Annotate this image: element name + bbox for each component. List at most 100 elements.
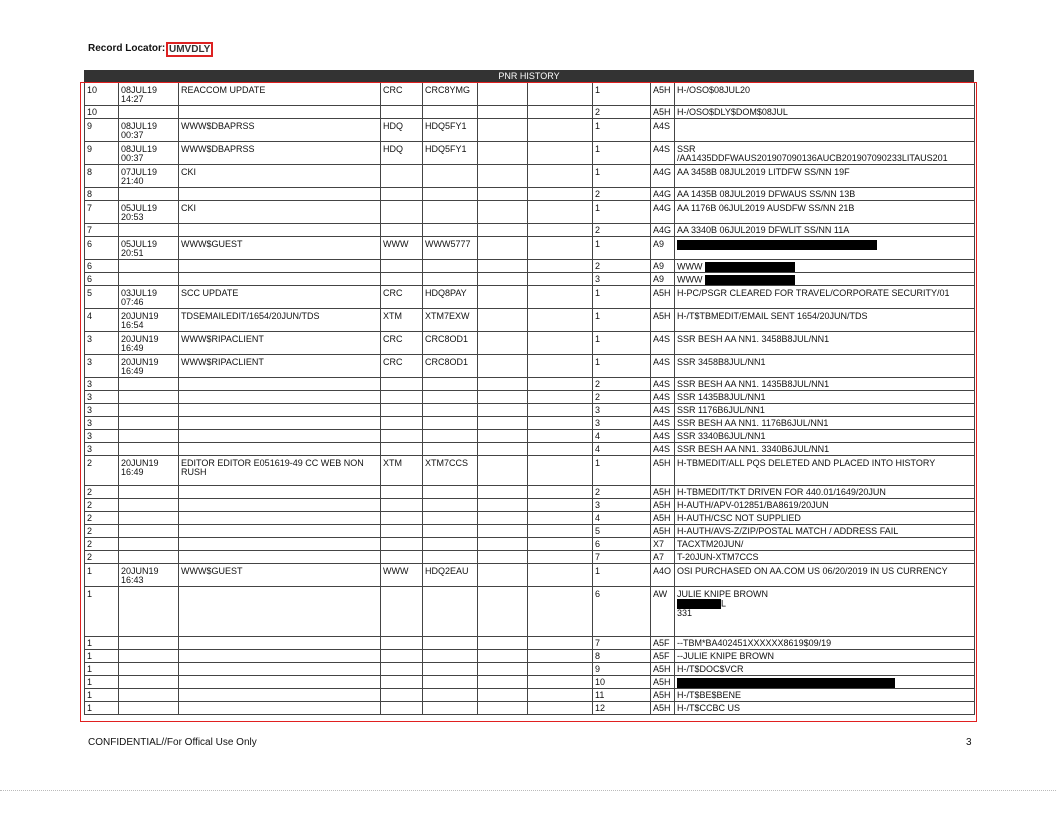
agent-cell bbox=[381, 702, 423, 715]
action-cell bbox=[179, 650, 381, 663]
item-cell: 1 bbox=[593, 564, 651, 587]
code: A4S bbox=[653, 334, 671, 344]
blank-cell bbox=[528, 188, 593, 201]
entry-text: OSI PURCHASED ON AA.COM US 06/20/2019 IN… bbox=[677, 566, 948, 576]
sine-cell: HDQ2EAU bbox=[423, 564, 478, 587]
code-cell: A4S bbox=[651, 443, 675, 456]
seq-cell: 6 bbox=[85, 273, 119, 286]
agent: CRC bbox=[383, 85, 403, 95]
item: 2 bbox=[595, 189, 601, 199]
action-cell bbox=[179, 702, 381, 715]
sine-cell bbox=[423, 663, 478, 676]
sine-cell: CRC8OD1 bbox=[423, 332, 478, 355]
date: 05JUL19 bbox=[121, 203, 158, 213]
seq-cell: 3 bbox=[85, 391, 119, 404]
seq: 1 bbox=[87, 703, 93, 713]
sine-cell bbox=[423, 486, 478, 499]
action: WWW$GUEST bbox=[181, 239, 243, 249]
item: 1 bbox=[595, 167, 601, 177]
action: WWW$DBAPRSS bbox=[181, 121, 255, 131]
action: WWW$DBAPRSS bbox=[181, 144, 255, 154]
item: 7 bbox=[595, 552, 601, 562]
seq-cell: 4 bbox=[85, 309, 119, 332]
text-cell: SSR BESH AA NN1. 3458B8JUL/NN1 bbox=[675, 332, 975, 355]
text-cell: AA 3458B 08JUL2019 LITDFW SS/NN 19F bbox=[675, 165, 975, 188]
code-cell: A5H bbox=[651, 676, 675, 689]
seq: 6 bbox=[87, 274, 93, 284]
code: A5H bbox=[653, 526, 671, 536]
code: A9 bbox=[653, 274, 665, 284]
code-cell: A5F bbox=[651, 637, 675, 650]
item: 1 bbox=[595, 144, 601, 154]
date-cell: 05JUL19 20:53 bbox=[119, 201, 179, 224]
blank-cell bbox=[528, 224, 593, 237]
code-cell: A9 bbox=[651, 237, 675, 260]
scan-line bbox=[0, 790, 1056, 791]
item-cell: 6 bbox=[593, 587, 651, 637]
action-cell bbox=[179, 224, 381, 237]
blank-cell bbox=[528, 237, 593, 260]
entry-text: H-/T$CCBC US bbox=[677, 703, 741, 713]
code-cell: A5H bbox=[651, 286, 675, 309]
date: 20JUN19 bbox=[121, 311, 159, 321]
seq-cell: 6 bbox=[85, 237, 119, 260]
sine-cell bbox=[423, 512, 478, 525]
entry-text: L bbox=[721, 598, 727, 609]
seq: 2 bbox=[87, 458, 93, 468]
seq: 1 bbox=[87, 651, 93, 661]
item: 11 bbox=[595, 690, 605, 700]
code: A5H bbox=[653, 311, 671, 321]
seq: 10 bbox=[87, 85, 98, 95]
seq-cell: 3 bbox=[85, 417, 119, 430]
text-line: H-AUTH/CSC NOT SUPPLIED bbox=[677, 514, 972, 523]
code-cell: A4G bbox=[651, 224, 675, 237]
item-cell: 1 bbox=[593, 286, 651, 309]
code: A4S bbox=[653, 121, 671, 131]
code-cell: A4S bbox=[651, 430, 675, 443]
code-cell: A5H bbox=[651, 689, 675, 702]
sine: HDQ5FY1 bbox=[425, 121, 467, 131]
code: A5F bbox=[653, 651, 670, 661]
sine-cell bbox=[423, 702, 478, 715]
action-cell bbox=[179, 637, 381, 650]
blank-cell bbox=[478, 551, 528, 564]
text-line: H-TBMEDIT/TKT DRIVEN FOR 440.01/1649/20J… bbox=[677, 488, 972, 497]
item-cell: 3 bbox=[593, 417, 651, 430]
agent-cell: XTM bbox=[381, 456, 423, 486]
agent-cell bbox=[381, 273, 423, 286]
seq: 2 bbox=[87, 513, 93, 523]
item: 3 bbox=[595, 274, 601, 284]
action: CKI bbox=[181, 167, 197, 177]
text-cell: SSR BESH AA NN1. 1176B6JUL/NN1 bbox=[675, 417, 975, 430]
date-cell bbox=[119, 417, 179, 430]
item-cell: 4 bbox=[593, 512, 651, 525]
code: A4S bbox=[653, 418, 671, 428]
date-cell bbox=[119, 525, 179, 538]
agent-cell bbox=[381, 551, 423, 564]
code: A5H bbox=[653, 664, 671, 674]
text-line: L bbox=[677, 599, 972, 609]
date-cell bbox=[119, 404, 179, 417]
date-cell: 08JUL19 00:37 bbox=[119, 119, 179, 142]
sine-cell bbox=[423, 650, 478, 663]
sine-cell bbox=[423, 587, 478, 637]
redaction bbox=[677, 240, 877, 250]
code-cell: A5H bbox=[651, 309, 675, 332]
code-cell: A4S bbox=[651, 355, 675, 378]
text-line: SSR BESH AA NN1. 1435B8JUL/NN1 bbox=[677, 380, 972, 389]
seq: 4 bbox=[87, 311, 93, 321]
entry-text: H-/OSO$08JUL20 bbox=[677, 85, 751, 95]
blank-cell bbox=[528, 378, 593, 391]
code: A4S bbox=[653, 357, 671, 367]
text-cell: TACXTM20JUN/ bbox=[675, 538, 975, 551]
item: 4 bbox=[595, 431, 601, 441]
seq-cell: 7 bbox=[85, 224, 119, 237]
text-cell: H-/OSO$DLY$DOM$08JUL bbox=[675, 106, 975, 119]
code: A5H bbox=[653, 677, 671, 687]
sine-cell: CRC8OD1 bbox=[423, 355, 478, 378]
text-line: SSR BESH AA NN1. 3340B6JUL/NN1 bbox=[677, 445, 972, 454]
item: 1 bbox=[595, 85, 601, 95]
blank-cell bbox=[528, 443, 593, 456]
code: A5H bbox=[653, 487, 671, 497]
